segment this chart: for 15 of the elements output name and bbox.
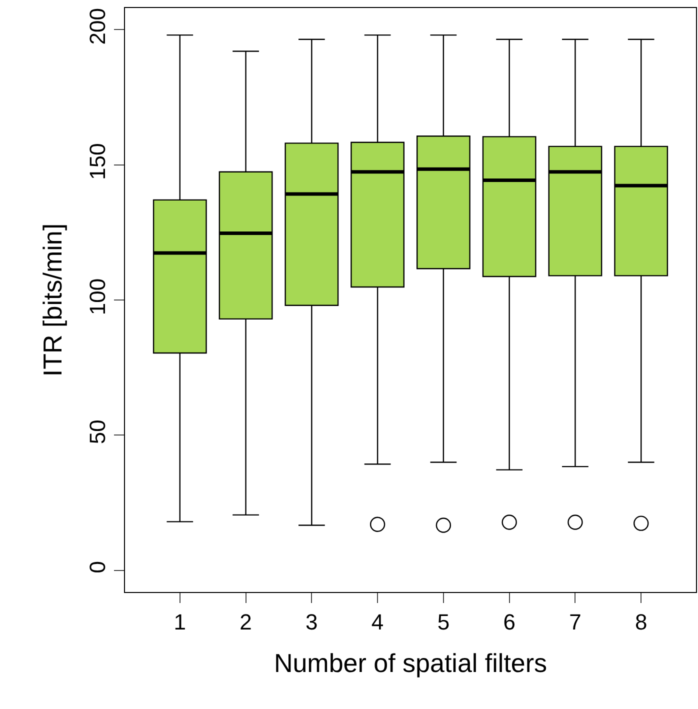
x-axis-title: Number of spatial filters [274,648,548,678]
x-tick-label: 7 [569,609,582,634]
x-tick-label: 4 [371,609,384,634]
x-tick-label: 5 [437,609,450,634]
y-tick-label: 150 [85,143,110,180]
x-tick-label: 1 [174,609,186,634]
y-tick-label: 0 [85,560,110,574]
x-tick-label: 8 [634,609,648,634]
x-tick-label: 2 [240,609,252,634]
x-tick-label: 3 [306,609,318,634]
y-tick-label: 200 [85,8,110,45]
y-axis-title: ITR [bits/min] [38,223,68,377]
y-tick-label: 50 [85,420,110,444]
x-tick-label: 6 [503,609,516,634]
y-tick-label: 100 [85,278,110,316]
